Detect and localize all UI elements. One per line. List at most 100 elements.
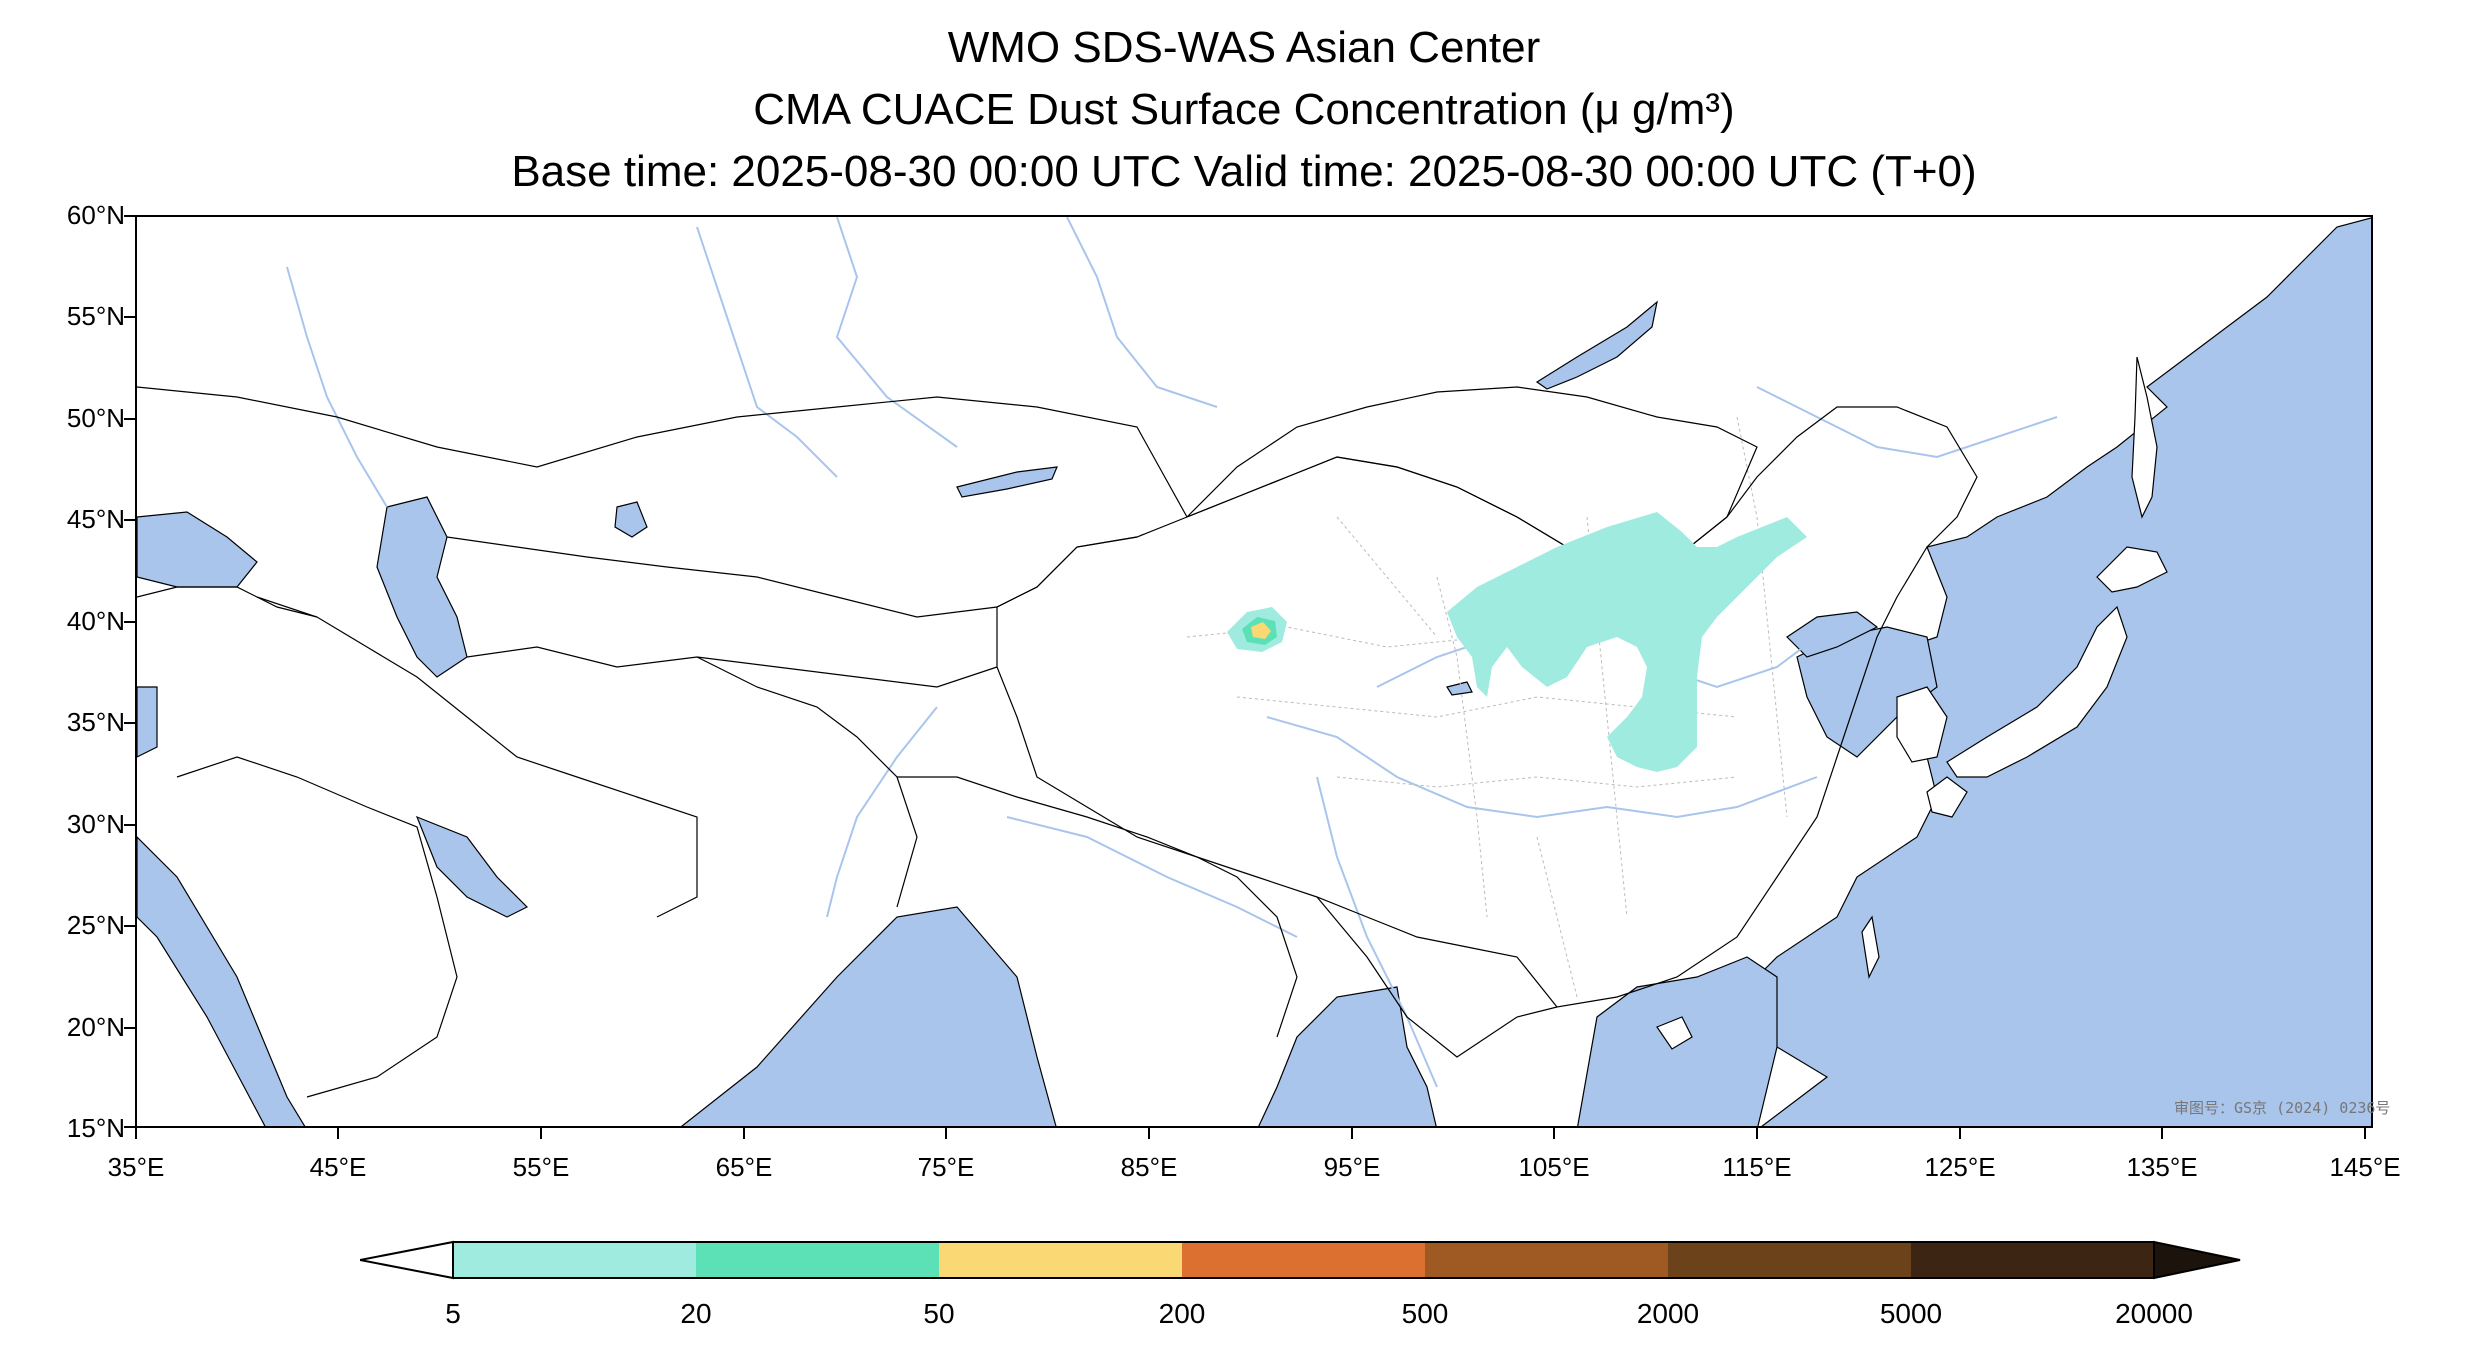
lon-tick <box>2161 1128 2163 1139</box>
iran-border[interactable] <box>256 596 698 918</box>
arabian-sea <box>681 906 1057 1126</box>
lon-tick <box>1351 1128 1353 1139</box>
colorbar-label: 200 <box>1158 1298 1206 1329</box>
lon-tick <box>337 1128 339 1139</box>
colorbar-segment-500-2000 <box>1425 1242 1668 1278</box>
lon-label: 85°E <box>1120 1152 1178 1182</box>
lon-tick <box>1553 1128 1555 1139</box>
southeast-asia-border[interactable] <box>1316 896 1558 1058</box>
lat-tick <box>124 1027 135 1029</box>
colorbar-segment-5000-20000 <box>1911 1242 2154 1278</box>
colorbar-segment-200-500 <box>1182 1242 1425 1278</box>
japan-land <box>1896 356 2168 818</box>
korea <box>1896 686 1948 763</box>
lat-label: 45°N <box>66 504 125 534</box>
dust-area-inner-mongolia[interactable] <box>1447 512 1807 772</box>
colorbar-segment-20-50 <box>696 1242 939 1278</box>
lat-label: 55°N <box>66 301 125 331</box>
red-sea <box>137 836 306 1126</box>
caspian-sea <box>376 496 468 678</box>
colorbar-label: 20000 <box>2115 1298 2193 1329</box>
lon-label: 45°E <box>309 1152 367 1182</box>
bohai-sea <box>1786 611 1879 658</box>
colorbar-segment-2000-5000 <box>1668 1242 1911 1278</box>
yangtze-river <box>1266 716 1818 819</box>
colorbar-label: 5000 <box>1879 1298 1943 1329</box>
lon-label: 105°E <box>1518 1152 1590 1182</box>
colorbar-extend-low <box>360 1240 454 1280</box>
colorbar-label: 50 <box>923 1298 955 1329</box>
lat-tick <box>124 722 135 724</box>
lon-label: 115°E <box>1722 1152 1792 1182</box>
lat-tick <box>124 316 135 318</box>
volga-river <box>286 266 388 508</box>
lat-label: 20°N <box>66 1012 125 1042</box>
hainan-island[interactable] <box>1656 1016 1693 1050</box>
lon-tick <box>945 1128 947 1139</box>
lon-tick <box>1148 1128 1150 1139</box>
lat-tick <box>124 519 135 521</box>
black-sea <box>137 511 258 588</box>
colorbar-label: 2000 <box>1636 1298 1700 1329</box>
lon-tick <box>135 1128 137 1139</box>
lat-tick <box>124 215 135 217</box>
lon-tick <box>1756 1128 1758 1139</box>
lat-label: 15°N <box>66 1113 125 1143</box>
lake-baikal <box>1535 300 1658 390</box>
lon-tick <box>743 1128 745 1139</box>
irtysh-river <box>835 217 958 448</box>
amur-river <box>1756 386 2058 459</box>
lat-tick <box>124 1126 135 1128</box>
india-border[interactable] <box>897 776 1298 1038</box>
dust-layer <box>1227 512 1807 772</box>
mongolia-border[interactable] <box>1186 386 1758 578</box>
country-borders <box>137 386 1978 1098</box>
ob-river <box>696 226 838 478</box>
honshu <box>1946 605 2128 778</box>
aral-sea <box>614 501 648 538</box>
lon-label: 65°E <box>715 1152 773 1182</box>
colorbar <box>360 1240 2241 1280</box>
russia-border[interactable] <box>137 386 1188 518</box>
lat-label: 30°N <box>66 809 125 839</box>
kyushu-shikoku <box>1926 776 1968 818</box>
colorbar-outline <box>452 1241 2155 1279</box>
indus-river <box>826 706 938 918</box>
afghanistan-pakistan[interactable] <box>696 656 918 908</box>
lon-label: 35°E <box>107 1152 165 1182</box>
colorbar-label: 20 <box>680 1298 712 1329</box>
dust-area-taklimakan-50[interactable] <box>1251 622 1271 639</box>
lon-label: 125°E <box>1924 1152 1996 1182</box>
lat-tick <box>124 824 135 826</box>
central-asia-borders[interactable] <box>466 646 998 688</box>
qinghai-lake <box>1446 681 1473 696</box>
colorbar-extend-high <box>2153 1240 2241 1280</box>
mekong-river <box>1316 776 1438 1088</box>
map-canvas <box>137 217 2371 1126</box>
bay-of-bengal <box>1258 986 1437 1126</box>
persian-gulf <box>415 815 529 918</box>
lon-label: 55°E <box>512 1152 570 1182</box>
arabia-border[interactable] <box>176 756 458 1098</box>
time-info: Base time: 2025-08-30 00:00 UTC Valid ti… <box>511 147 1977 196</box>
lon-label: 145°E <box>2329 1152 2401 1182</box>
lake-balkhash <box>956 466 1058 498</box>
kazakhstan-border[interactable] <box>446 536 1138 618</box>
lat-tick <box>124 418 135 420</box>
lon-label: 75°E <box>917 1152 975 1182</box>
colorbar-segment-5-20 <box>453 1242 696 1278</box>
lon-label: 95°E <box>1323 1152 1381 1182</box>
turkey-caucasus[interactable] <box>137 586 318 618</box>
lon-tick <box>1959 1128 1961 1139</box>
ocean-layer <box>137 217 2371 1126</box>
mediterranean-sea <box>137 686 158 758</box>
ganges-river <box>1006 816 1298 938</box>
lat-label: 25°N <box>66 910 125 940</box>
lon-tick <box>540 1128 542 1139</box>
lon-tick <box>2364 1128 2366 1139</box>
colorbar-segment-50-200 <box>939 1242 1182 1278</box>
lat-label: 60°N <box>66 200 125 230</box>
taiwan-island[interactable] <box>1861 915 1880 979</box>
hokkaido <box>2096 546 2168 593</box>
yenisei-river <box>1066 217 1218 408</box>
